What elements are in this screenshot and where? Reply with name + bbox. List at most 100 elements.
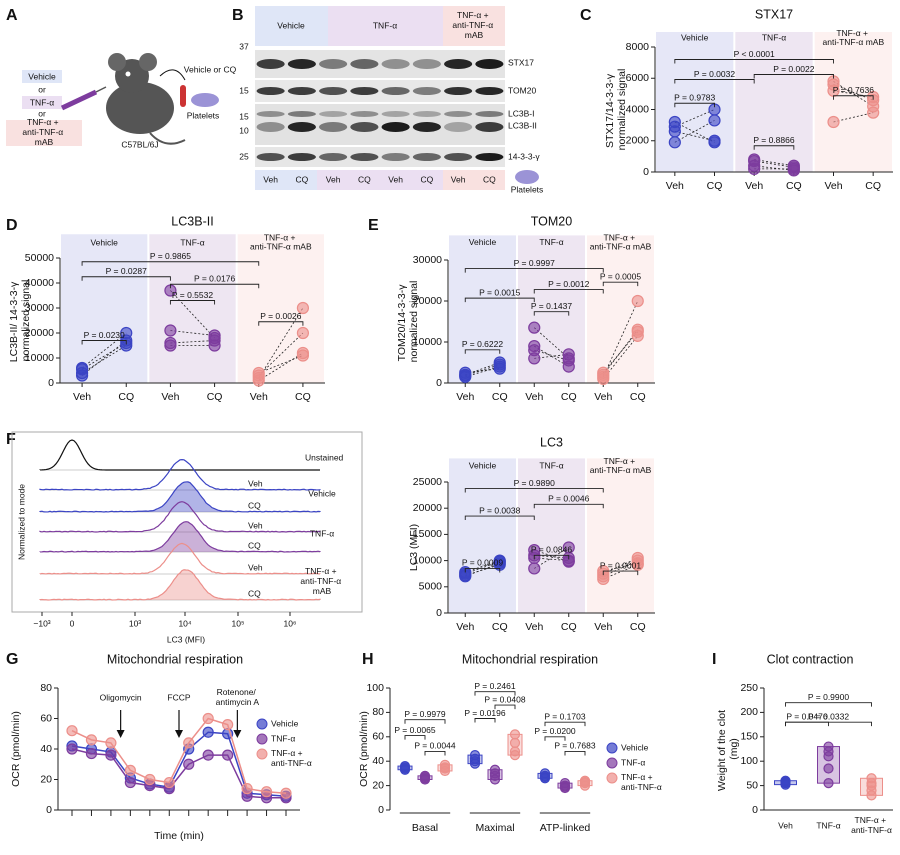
treatment: Vehicle	[28, 71, 56, 81]
blot-band	[444, 111, 472, 117]
x-tick-label: 10⁵	[232, 618, 245, 628]
legend-label: Vehicle	[621, 742, 649, 752]
lane-label: CQ	[296, 174, 309, 184]
chart-title: Mitochondrial respiration	[107, 652, 243, 666]
group-label: TNF-α	[180, 237, 204, 247]
mouse-ear	[108, 53, 126, 71]
band-label: STX17	[508, 57, 534, 67]
point	[749, 154, 760, 165]
blot-band	[319, 87, 347, 95]
group-label: TNF-α + anti-TNF-α mAB	[590, 233, 652, 252]
point	[86, 749, 96, 759]
arrow	[160, 70, 185, 80]
y-tick-label: 0	[436, 607, 442, 619]
y-tick-label: 40	[40, 743, 52, 755]
band-label: LC3B-I	[508, 108, 534, 118]
x-tick-label: Veh	[161, 391, 179, 403]
group-shade	[61, 234, 147, 383]
blot-band	[444, 59, 472, 69]
x-tick-label: CQ	[118, 391, 134, 403]
p-value: P = 0.9979	[404, 709, 445, 719]
marker: 15	[239, 111, 249, 121]
blot-band	[382, 122, 410, 132]
p-value: P = 0.2461	[474, 681, 515, 691]
blot-band	[413, 87, 441, 95]
group-shade	[815, 32, 892, 172]
p-value: P = 0.0015	[479, 287, 520, 297]
p-value: P = 0.0846	[531, 545, 572, 555]
blot-band	[350, 59, 378, 69]
p-value: P = 0.0012	[548, 279, 589, 289]
bracket	[786, 703, 872, 707]
y-tick-label: 0	[48, 377, 54, 389]
p-value: P = 0.6222	[462, 339, 503, 349]
point	[511, 730, 520, 739]
point	[581, 777, 590, 786]
row-label: Unstained	[305, 452, 344, 462]
legend-marker	[257, 749, 267, 759]
row-label: Veh	[248, 520, 263, 530]
panel-letter: B	[232, 7, 244, 24]
blot-band	[288, 59, 316, 69]
y-tick-label: 20	[372, 779, 384, 791]
p-value: P = 0.0196	[464, 708, 505, 718]
y-label: OCR (pmol/min)	[358, 711, 370, 787]
point	[165, 340, 176, 351]
bracket	[405, 720, 445, 724]
chart-title: TOM20	[531, 214, 572, 228]
bracket	[425, 751, 445, 755]
point	[824, 747, 833, 756]
text-line: anti-TNF-α mAB	[590, 242, 652, 252]
x-label: LC3 (MFI)	[167, 634, 205, 644]
row-label: CQ	[248, 500, 261, 510]
syringe	[62, 92, 96, 108]
row-label: CQ	[248, 540, 261, 550]
chart-title: Clot contraction	[767, 652, 854, 666]
cells: Platelets	[187, 110, 220, 120]
point	[209, 330, 220, 341]
point	[184, 759, 194, 769]
x-tick-label: Maximal	[475, 822, 514, 834]
y-tick-label: 100	[366, 682, 384, 694]
y-tick-label: 0	[378, 804, 384, 816]
group-label: TNF-α	[762, 33, 786, 43]
y-label: STX17/14-3-3-γ normalized signal	[604, 69, 628, 151]
x-tick-label: CQ	[492, 391, 508, 403]
x-tick-label: TNF-α + anti-TNF-α	[851, 815, 892, 835]
point	[824, 779, 833, 788]
lane-label: CQ	[421, 174, 434, 184]
point	[125, 778, 135, 788]
text-line: anti-TNF-α	[22, 127, 65, 137]
panel-letter: E	[368, 217, 379, 234]
blot-band	[413, 59, 441, 69]
blot-band	[257, 153, 285, 161]
p-value: P = 0.0332	[808, 711, 849, 721]
point	[223, 720, 233, 730]
point	[203, 714, 213, 724]
histogram-curve	[40, 522, 320, 552]
p-value: P < 0.0001	[734, 49, 775, 59]
blot-band	[475, 153, 503, 161]
cells: Platelets	[511, 184, 544, 194]
y-tick-label: 0	[643, 166, 649, 178]
point	[262, 787, 272, 797]
chart-title: STX17	[755, 7, 793, 21]
x-tick-label: Veh	[525, 621, 543, 633]
blot-band	[475, 111, 503, 117]
blot-band	[413, 153, 441, 161]
point	[709, 137, 720, 148]
blot-band	[319, 153, 347, 161]
text-line: TNF-α +	[27, 117, 61, 127]
text-line: STX17/14-3-3-γ	[604, 71, 616, 148]
panel-letter: C	[580, 7, 592, 24]
series-line	[72, 749, 286, 798]
y-tick-label: 20000	[413, 502, 442, 514]
chart-title: LC3	[540, 435, 563, 449]
text-line: mAB	[465, 30, 484, 40]
group-label: Vehicle	[308, 488, 336, 498]
text-line: TNF-α +	[305, 566, 339, 576]
band-label: TOM20	[508, 85, 536, 95]
point	[471, 757, 480, 766]
blot-band	[475, 59, 503, 69]
figure: A B C D E F G H I Vehicle or TNF-α or TN…	[0, 0, 900, 855]
